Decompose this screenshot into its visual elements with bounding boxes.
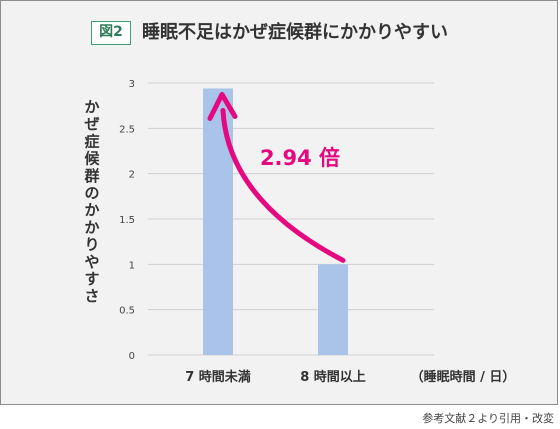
y-axis-label-char: 候 xyxy=(84,150,100,168)
gridlines xyxy=(148,82,434,356)
y-axis-label-char: か xyxy=(84,201,99,219)
source-note: 参考文献２より引用・改変 xyxy=(422,412,554,425)
comparison-arrow xyxy=(207,91,346,263)
x-tick-label: 8 時間以上 xyxy=(300,369,366,385)
y-tick-label: 1 xyxy=(129,260,135,271)
y-tick-label: 3 xyxy=(129,79,135,90)
y-tick-label: 2.5 xyxy=(119,124,135,135)
y-axis-label-char: ぜ xyxy=(84,115,99,133)
bar-chart: 00.511.522.53 7 時間未満 8 時間以上 かぜ症候群のかかりやすさ … xyxy=(84,79,516,385)
y-axis-label-char: り xyxy=(84,236,99,254)
y-axis-label-char: 症 xyxy=(84,132,99,150)
y-axis-label-char: 群 xyxy=(84,167,99,185)
y-axis-label-char: の xyxy=(84,184,99,202)
x-axis-label: （睡眠時間 / 日） xyxy=(411,369,516,385)
chart-panel xyxy=(0,0,558,405)
y-tick-label: 2 xyxy=(129,170,135,181)
y-tick-label: 1.5 xyxy=(119,215,135,226)
y-axis-label-char: や xyxy=(84,253,99,271)
y-axis-label-char: す xyxy=(84,270,99,288)
bar xyxy=(203,88,233,355)
y-tick-label: 0.5 xyxy=(119,306,135,317)
x-axis-ticks: 7 時間未満 8 時間以上 xyxy=(185,369,366,385)
x-tick-label: 7 時間未満 xyxy=(185,369,251,385)
bar xyxy=(318,264,348,355)
chart-title: 睡眠不足はかぜ症候群にかかりやすい xyxy=(142,22,448,43)
y-axis-ticks: 0 0.5 1 1.5 2 2.5 3 xyxy=(119,79,135,362)
arrow-head xyxy=(207,91,238,121)
ratio-annotation: 2.94 倍 xyxy=(260,146,340,170)
y-axis-label-char: さ xyxy=(84,287,99,305)
y-axis-label-char: か xyxy=(84,98,99,116)
figure-label: 図2 xyxy=(91,21,131,45)
y-tick-label: 0 xyxy=(129,351,135,362)
arrow-curve xyxy=(220,107,346,263)
y-axis-label-char: か xyxy=(84,218,99,236)
